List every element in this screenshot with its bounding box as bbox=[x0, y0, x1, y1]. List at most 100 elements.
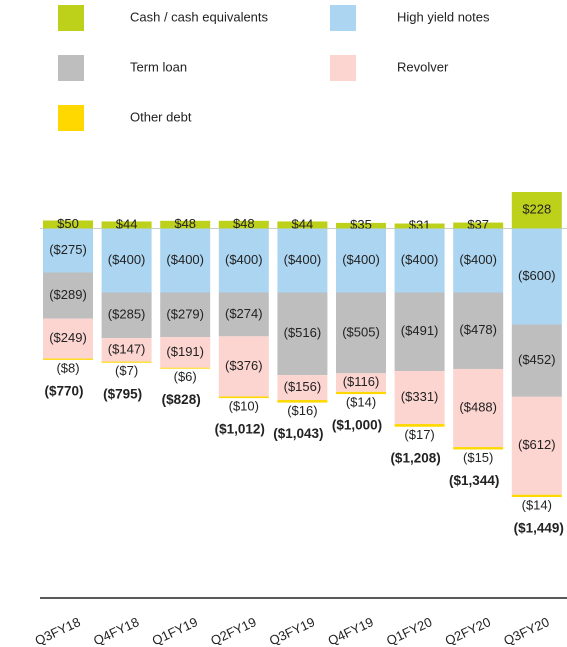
value-label: ($279) bbox=[166, 306, 204, 321]
total-label: ($1,000) bbox=[332, 418, 382, 433]
x-tick-label: Q4FY19 bbox=[325, 614, 375, 647]
bar-segment bbox=[511, 228, 562, 325]
x-tick-label: Q4FY18 bbox=[91, 614, 141, 647]
legend-label: Revolver bbox=[397, 59, 449, 74]
bar-segment bbox=[336, 222, 386, 229]
value-label: ($612) bbox=[518, 437, 556, 452]
bar-segment bbox=[101, 292, 152, 339]
legend-swatch bbox=[330, 5, 356, 31]
bar-segment bbox=[160, 337, 211, 368]
total-label: ($1,344) bbox=[449, 473, 499, 488]
bar-segment bbox=[394, 371, 445, 425]
bar-segment bbox=[277, 375, 328, 401]
legend-swatch bbox=[330, 55, 356, 81]
value-label: $48 bbox=[174, 216, 196, 231]
bar-segment bbox=[43, 228, 93, 273]
bar-segment bbox=[218, 220, 269, 229]
value-label: ($400) bbox=[401, 252, 439, 267]
bar-segment bbox=[394, 223, 445, 229]
bar-segment bbox=[101, 221, 152, 229]
value-label: ($376) bbox=[225, 358, 263, 373]
value-label: $35 bbox=[350, 217, 372, 232]
value-label: ($289) bbox=[49, 287, 87, 302]
legend-label: High yield notes bbox=[397, 9, 490, 24]
value-label: ($400) bbox=[166, 252, 204, 267]
bar-segment bbox=[336, 228, 386, 293]
bar-segment bbox=[453, 222, 504, 229]
value-label: ($14) bbox=[522, 497, 552, 512]
value-label: $48 bbox=[233, 216, 255, 231]
total-label: ($1,208) bbox=[390, 450, 440, 465]
bar-segment bbox=[336, 391, 386, 395]
bar-segment bbox=[101, 361, 152, 363]
value-label: ($249) bbox=[49, 330, 87, 345]
bar-segment bbox=[43, 358, 93, 360]
x-tick-label: Q2FY19 bbox=[208, 614, 258, 647]
x-tick-label: Q3FY19 bbox=[267, 614, 317, 647]
bar-segment bbox=[43, 272, 93, 319]
bar-segment bbox=[511, 192, 562, 229]
value-label: ($452) bbox=[518, 352, 556, 367]
value-label: $228 bbox=[522, 202, 551, 217]
bar-segment bbox=[160, 367, 211, 369]
value-label: $37 bbox=[467, 217, 489, 232]
value-label: ($147) bbox=[108, 341, 146, 356]
bar-segment bbox=[394, 228, 445, 293]
value-label: ($275) bbox=[49, 242, 87, 257]
legend-label: Term loan bbox=[130, 59, 187, 74]
value-label: ($14) bbox=[346, 395, 376, 410]
bar-segment bbox=[277, 292, 328, 376]
value-label: ($10) bbox=[229, 399, 259, 414]
value-label: ($491) bbox=[401, 323, 439, 338]
legend-label: Cash / cash equivalents bbox=[130, 9, 269, 24]
value-label: ($600) bbox=[518, 268, 556, 283]
value-label: ($516) bbox=[284, 325, 322, 340]
bar-segment bbox=[43, 318, 93, 359]
bar-segment bbox=[453, 228, 504, 293]
value-label: ($505) bbox=[342, 324, 380, 339]
legend-swatch bbox=[58, 55, 84, 81]
bar-segment bbox=[277, 228, 328, 293]
value-label: ($17) bbox=[404, 427, 434, 442]
value-label: ($400) bbox=[459, 252, 497, 267]
legend-swatch bbox=[58, 5, 84, 31]
value-label: ($7) bbox=[115, 363, 138, 378]
value-label: ($400) bbox=[342, 252, 380, 267]
bar-segment bbox=[277, 400, 328, 403]
bar-segment bbox=[218, 228, 269, 293]
x-tick-label: Q3FY20 bbox=[501, 614, 551, 647]
total-label: ($1,043) bbox=[273, 426, 323, 441]
value-label: ($285) bbox=[108, 307, 146, 322]
value-label: $50 bbox=[57, 216, 79, 231]
bar-segment bbox=[394, 424, 445, 427]
bar-segment bbox=[218, 336, 269, 397]
bar-segment bbox=[160, 228, 211, 293]
bar-segment bbox=[336, 292, 386, 374]
value-label: ($331) bbox=[401, 389, 439, 404]
x-tick-label: Q1FY20 bbox=[384, 614, 434, 647]
total-label: ($770) bbox=[44, 383, 83, 398]
value-label: $44 bbox=[292, 216, 314, 231]
value-label: ($156) bbox=[284, 379, 322, 394]
legend-label: Other debt bbox=[130, 109, 192, 124]
bar-segment bbox=[101, 228, 152, 293]
bar-segment bbox=[511, 494, 562, 497]
total-label: ($795) bbox=[103, 386, 142, 401]
bar-segment bbox=[43, 220, 93, 229]
value-label: ($274) bbox=[225, 306, 263, 321]
bar-segment bbox=[218, 292, 269, 337]
total-label: ($1,012) bbox=[215, 422, 265, 437]
bar-segment bbox=[218, 396, 269, 399]
value-label: ($400) bbox=[225, 252, 263, 267]
value-label: ($488) bbox=[459, 399, 497, 414]
legend-swatch bbox=[58, 105, 84, 131]
value-label: $44 bbox=[116, 216, 138, 231]
x-tick-label: Q3FY18 bbox=[32, 614, 82, 647]
bar-segment bbox=[511, 396, 562, 495]
bar-segment bbox=[101, 338, 152, 362]
value-label: ($16) bbox=[287, 403, 317, 418]
value-label: ($116) bbox=[343, 374, 380, 389]
bar-segment bbox=[160, 220, 211, 229]
bar-segment bbox=[160, 292, 211, 338]
